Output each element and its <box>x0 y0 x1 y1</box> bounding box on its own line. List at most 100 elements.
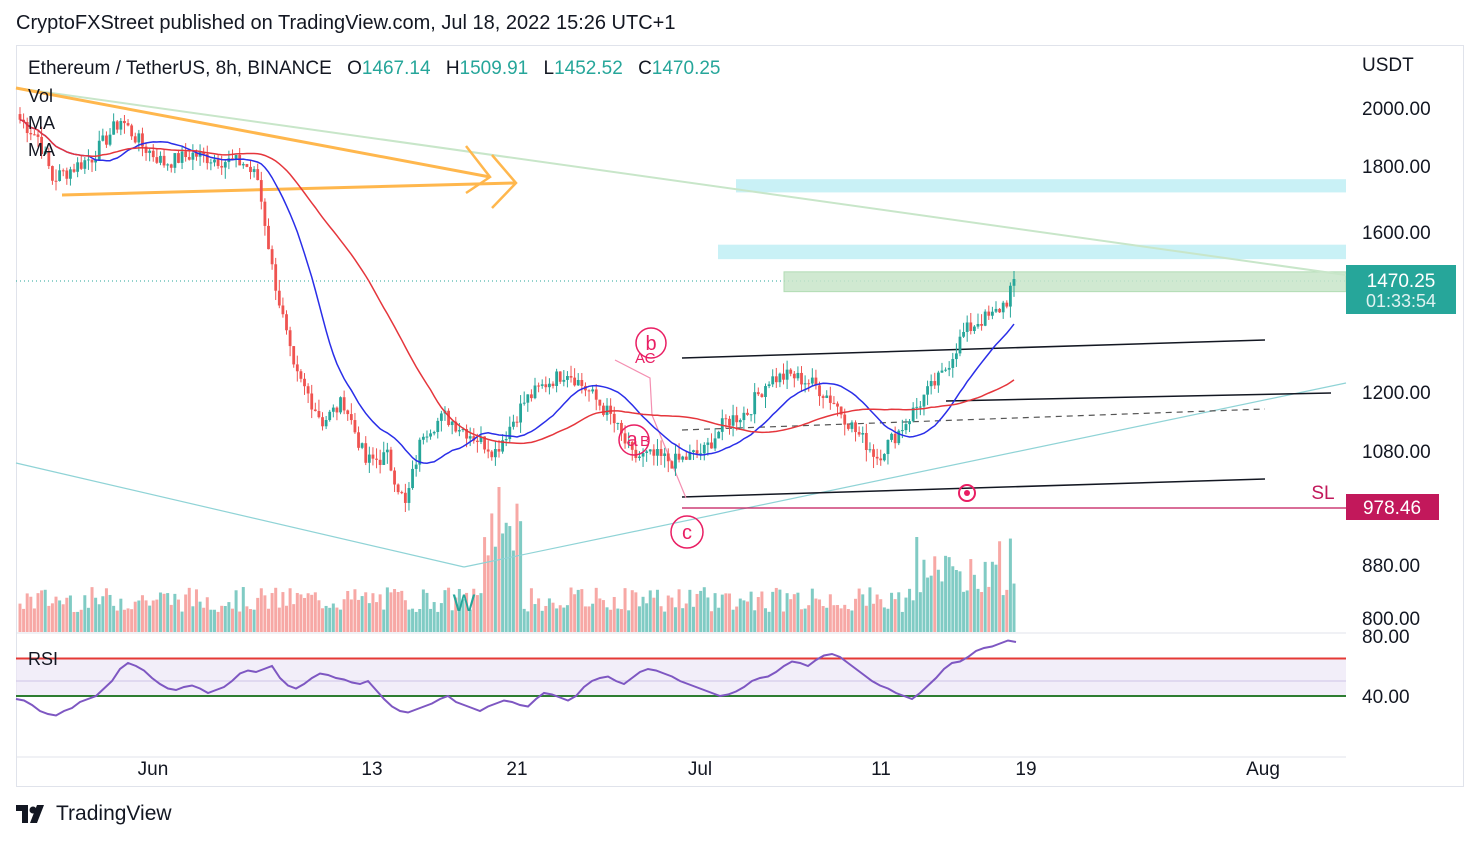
volume-bar <box>929 575 933 632</box>
vol-indicator-label[interactable]: Vol <box>28 86 54 106</box>
volume-bar <box>22 608 26 632</box>
ma-indicator-label-1[interactable]: MA <box>28 113 55 133</box>
rsi-indicator-label[interactable]: RSI <box>28 649 59 669</box>
volume-bar <box>972 574 976 632</box>
volume-bar <box>918 592 922 632</box>
volume-bar <box>843 604 847 632</box>
candle <box>850 420 854 433</box>
candle <box>857 426 861 437</box>
volume-bar <box>832 605 836 632</box>
volume-bar <box>745 601 749 632</box>
volume-bar <box>645 603 649 632</box>
candle-body <box>342 397 346 411</box>
candle-body <box>540 384 544 386</box>
candle <box>169 163 173 173</box>
volume-bar <box>72 611 76 632</box>
tradingview-logo[interactable]: TradingView <box>16 802 172 826</box>
candle <box>983 309 987 327</box>
candle <box>47 147 51 170</box>
volume-bar <box>764 608 767 632</box>
volume-bar <box>357 599 361 632</box>
volume-bar <box>25 593 29 632</box>
candle <box>602 402 605 417</box>
candle <box>944 367 947 372</box>
candle <box>810 368 814 386</box>
candle-body <box>115 121 119 130</box>
candle <box>364 436 368 466</box>
candle-body <box>976 323 980 327</box>
candle-body <box>292 346 296 365</box>
candle-body <box>818 385 821 397</box>
volume-bar <box>569 587 573 632</box>
highlight-zone <box>783 271 1347 293</box>
candle-body <box>277 290 281 306</box>
candle-body <box>515 421 519 423</box>
candle <box>285 310 288 335</box>
volume-bar <box>987 586 991 632</box>
candle-body <box>162 155 166 166</box>
candle-body <box>594 389 598 400</box>
volume-bar <box>526 611 530 632</box>
wave-label-b: b <box>645 333 656 355</box>
candle <box>90 159 94 173</box>
volume-bar <box>702 587 706 632</box>
candle <box>223 159 227 179</box>
candle-body <box>65 170 69 179</box>
candle-body <box>638 456 641 459</box>
volume-bar <box>652 597 656 632</box>
candle <box>105 131 108 148</box>
volume-bar <box>637 606 641 632</box>
volume-bar <box>810 588 814 632</box>
volume-bar <box>411 608 415 632</box>
candle <box>576 373 580 386</box>
volume-bar <box>176 599 180 632</box>
volume-bar <box>724 593 728 632</box>
candle <box>540 379 544 389</box>
volume-bar <box>40 590 44 632</box>
high-value: 1509.91 <box>459 58 529 79</box>
candle-body <box>76 162 80 172</box>
candle-body <box>151 150 155 158</box>
candle <box>270 245 274 270</box>
candle-body <box>994 308 998 312</box>
volume-bar <box>565 605 569 632</box>
candle <box>472 428 476 444</box>
volume-bar <box>717 607 721 632</box>
candle-body <box>191 152 195 160</box>
price-tick-label: 800.00 <box>1362 609 1420 630</box>
price-tick-label: 1800.00 <box>1362 157 1431 178</box>
candle-body <box>800 372 803 385</box>
volume-bar <box>836 605 840 632</box>
candle-body <box>573 377 577 386</box>
candle-body <box>483 436 486 450</box>
low-label: L <box>543 58 555 79</box>
candle <box>555 368 559 393</box>
volume-bar <box>807 605 811 632</box>
candle <box>904 418 908 435</box>
candle <box>486 440 490 459</box>
volume-bar <box>893 599 897 632</box>
candle <box>800 366 803 392</box>
candle-body <box>411 468 414 489</box>
volume-bar <box>493 546 497 632</box>
candle-body <box>774 376 778 383</box>
candle-body <box>566 376 569 380</box>
volume-bar <box>998 541 1002 632</box>
candle-body <box>526 394 530 403</box>
volume-bar <box>533 604 537 632</box>
chart-frame[interactable] <box>16 45 1464 787</box>
volume-bar <box>976 588 980 632</box>
candle-body <box>187 157 191 160</box>
candle <box>331 404 335 418</box>
candle-body <box>249 166 252 173</box>
volume-bar <box>529 588 533 632</box>
ma-indicator-label-2[interactable]: MA <box>28 140 55 160</box>
candle-body <box>612 413 616 424</box>
volume-bar <box>508 526 512 632</box>
candle-body <box>328 411 332 421</box>
volume-bar <box>256 597 260 632</box>
candle <box>385 442 389 464</box>
candle <box>681 455 685 463</box>
candle <box>342 390 346 415</box>
